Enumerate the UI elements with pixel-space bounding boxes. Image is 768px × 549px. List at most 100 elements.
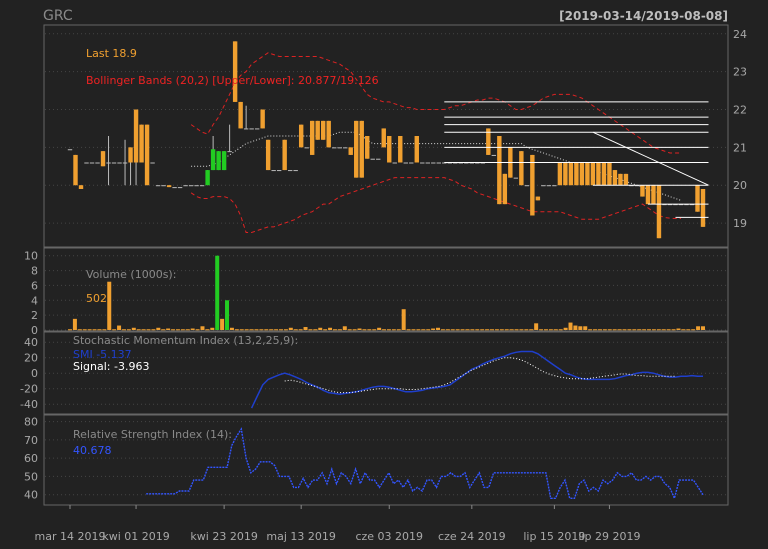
candle-body [67, 149, 73, 151]
volume-bar [332, 329, 337, 331]
volume-bar [499, 329, 504, 331]
candle-body [188, 185, 194, 187]
volume-bar [426, 329, 431, 331]
candle-body [557, 162, 563, 186]
volume-bar [480, 329, 485, 331]
volume-bar [210, 327, 215, 330]
volume-bar [534, 323, 539, 330]
volume-bar [234, 329, 239, 331]
volume-bar [593, 329, 598, 331]
volume-bar [396, 329, 401, 331]
volume-bar [656, 329, 661, 331]
candle-body [365, 136, 370, 159]
candlesticks [67, 41, 706, 239]
volume-bar [416, 329, 421, 331]
rsi-title: Relative Strength Index (14): [73, 428, 232, 441]
candle-body [89, 162, 95, 164]
price-panel [43, 24, 729, 248]
candle-body [392, 162, 397, 164]
candle-body [155, 185, 161, 187]
candle-body [376, 158, 381, 160]
candle-body [309, 120, 315, 155]
volume-bar [514, 329, 519, 331]
volume-bar [519, 329, 524, 331]
volume-bar [470, 329, 475, 331]
y-tick-label: 70 [24, 434, 38, 447]
candle-body [563, 162, 568, 186]
volume-bar [239, 329, 244, 331]
axis-ticks: 1920212223240246810-40-20020404050607080… [20, 28, 747, 543]
candle-body [177, 187, 183, 189]
candle-body [265, 139, 271, 171]
volume-bar [583, 326, 588, 330]
y-tick-label: 80 [24, 416, 38, 429]
volume-bar [666, 329, 671, 331]
candle-body [161, 185, 166, 187]
volume-bar [205, 329, 210, 331]
candle-body [348, 147, 353, 155]
candle-body [425, 162, 430, 164]
volume-bar [362, 329, 367, 331]
volume-bar [92, 329, 97, 331]
volume-bar [701, 326, 705, 330]
x-tick-label: mar 14 2019 [35, 530, 106, 543]
volume-bar [259, 329, 264, 331]
volume-bar [141, 329, 146, 331]
candle-body [513, 177, 519, 179]
volume-bar [671, 329, 676, 331]
candle-body [166, 185, 172, 188]
candle-body [607, 162, 612, 186]
candle-body [651, 185, 656, 205]
y-tick-label: 0 [31, 324, 38, 337]
candle-body [370, 158, 375, 160]
candle-body [183, 185, 188, 187]
volume-title: Volume (1000s): [86, 268, 176, 281]
candle-body [546, 185, 552, 187]
volume-bar [269, 329, 274, 331]
volume-bar [612, 329, 617, 331]
signal-line [284, 357, 676, 394]
volume-bar [313, 329, 318, 331]
rsi-line [146, 427, 704, 501]
candle-body [271, 170, 276, 172]
candle-body [645, 185, 651, 205]
volume-bar [465, 329, 470, 331]
volume-bar [131, 327, 136, 330]
candle-body [414, 136, 419, 163]
candle-body [337, 147, 342, 149]
volume-bar [475, 329, 480, 331]
volume-bar [180, 329, 185, 331]
volume-bar [357, 328, 362, 330]
candle-body [486, 128, 491, 155]
grid [45, 33, 727, 496]
volume-bar [607, 329, 612, 331]
volume-bar [681, 329, 686, 331]
candle-body [304, 147, 309, 149]
volume-bar [386, 329, 391, 331]
volume-bar [504, 329, 509, 331]
candle-body [133, 109, 139, 163]
volume-bar [372, 329, 377, 331]
volume-bar [303, 327, 308, 330]
volume-bar [190, 328, 195, 330]
candle-body [436, 162, 441, 164]
volume-bar [254, 329, 259, 331]
volume-bar [229, 327, 234, 330]
volume-bar [642, 329, 647, 331]
candle-body [260, 109, 265, 129]
candle-body [579, 162, 585, 186]
volume-bar [347, 329, 352, 331]
candle-body [282, 139, 287, 171]
smi-title: Stochastic Momentum Index (13,2,25,9): [73, 334, 298, 347]
volume-bar [588, 329, 593, 331]
candle-body [502, 173, 508, 205]
candle-body [343, 147, 348, 149]
volume-bar [661, 329, 666, 331]
candle-body [139, 124, 144, 163]
volume-bar [455, 329, 460, 331]
candle-body [144, 124, 150, 186]
volume-bar [632, 329, 637, 331]
smi-panel [43, 331, 729, 415]
volume-bar [146, 329, 151, 331]
x-tick-label: kwi 01 2019 [102, 530, 169, 543]
